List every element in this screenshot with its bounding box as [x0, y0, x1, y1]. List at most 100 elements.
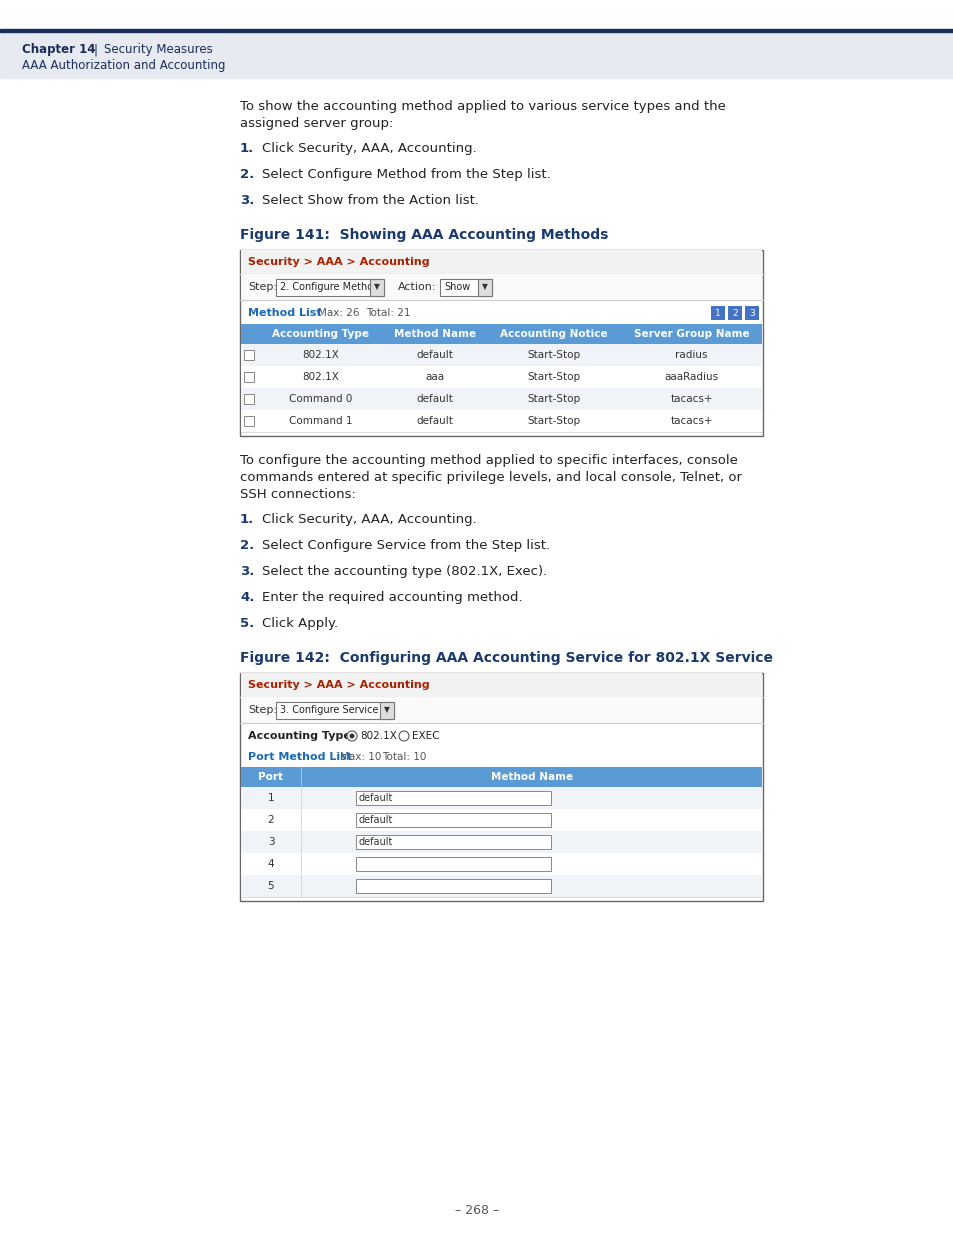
- Text: Step:: Step:: [248, 705, 276, 715]
- Bar: [0, 32, 953, 78]
- Text: assigned server group:: assigned server group:: [240, 117, 393, 130]
- Text: Method Name: Method Name: [491, 772, 573, 782]
- Text: default: default: [416, 350, 453, 359]
- Text: default: default: [358, 793, 393, 803]
- Text: Select Show from the Action list.: Select Show from the Action list.: [262, 194, 478, 207]
- Text: default: default: [358, 837, 393, 847]
- Text: 2: 2: [731, 309, 737, 317]
- Text: 3.: 3.: [240, 564, 254, 578]
- Text: ▼: ▼: [384, 705, 390, 715]
- Text: Total: 10: Total: 10: [381, 752, 426, 762]
- Text: 1: 1: [715, 309, 720, 317]
- Text: Start-Stop: Start-Stop: [527, 394, 580, 404]
- Text: Accounting Notice: Accounting Notice: [499, 329, 607, 338]
- Text: Accounting Type: Accounting Type: [273, 329, 369, 338]
- Text: 3.: 3.: [240, 194, 254, 207]
- Bar: [710, 306, 724, 320]
- Bar: [275, 279, 384, 295]
- Text: To show the accounting method applied to various service types and the: To show the accounting method applied to…: [240, 100, 725, 112]
- Text: default: default: [416, 394, 453, 404]
- Circle shape: [349, 734, 355, 739]
- Bar: [241, 809, 761, 831]
- Text: default: default: [416, 416, 453, 426]
- Bar: [241, 673, 761, 697]
- Text: Chapter 14: Chapter 14: [22, 43, 95, 57]
- Text: 5: 5: [268, 881, 274, 890]
- Text: 2: 2: [268, 815, 274, 825]
- Text: Select Configure Method from the Step list.: Select Configure Method from the Step li…: [262, 168, 550, 182]
- Bar: [244, 372, 253, 382]
- Text: Security > AAA > Accounting: Security > AAA > Accounting: [248, 680, 429, 690]
- Text: Figure 141:  Showing AAA Accounting Methods: Figure 141: Showing AAA Accounting Metho…: [240, 228, 608, 242]
- Bar: [241, 876, 761, 897]
- Text: Port Method List: Port Method List: [248, 752, 352, 762]
- Text: tacacs+: tacacs+: [670, 416, 712, 426]
- Bar: [355, 835, 551, 848]
- Bar: [241, 388, 761, 410]
- Text: EXEC: EXEC: [412, 731, 439, 741]
- Text: SSH connections:: SSH connections:: [240, 488, 355, 501]
- Text: 3: 3: [268, 837, 274, 847]
- Bar: [241, 697, 761, 722]
- Text: Show: Show: [443, 282, 470, 291]
- Text: 1.: 1.: [240, 142, 254, 156]
- Bar: [439, 279, 492, 295]
- Text: Step:: Step:: [248, 282, 276, 291]
- Text: Click Security, AAA, Accounting.: Click Security, AAA, Accounting.: [262, 513, 476, 526]
- Bar: [241, 366, 761, 388]
- Text: Start-Stop: Start-Stop: [527, 350, 580, 359]
- Text: Start-Stop: Start-Stop: [527, 416, 580, 426]
- Text: To configure the accounting method applied to specific interfaces, console: To configure the accounting method appli…: [240, 454, 737, 467]
- Bar: [241, 853, 761, 876]
- Text: – 268 –: – 268 –: [455, 1203, 498, 1216]
- Bar: [241, 274, 761, 300]
- Bar: [241, 249, 761, 274]
- Text: Max: 10: Max: 10: [339, 752, 381, 762]
- Bar: [727, 306, 741, 320]
- Text: ▼: ▼: [481, 283, 487, 291]
- Text: 3. Configure Service: 3. Configure Service: [280, 705, 378, 715]
- Bar: [370, 279, 384, 295]
- Text: Start-Stop: Start-Stop: [527, 372, 580, 382]
- Text: Action:: Action:: [397, 282, 436, 291]
- Text: Total: 21: Total: 21: [366, 308, 410, 317]
- Text: Port: Port: [258, 772, 283, 782]
- Bar: [379, 701, 394, 719]
- Text: Method List: Method List: [248, 308, 321, 317]
- Text: aaa: aaa: [425, 372, 444, 382]
- Text: 802.1X: 802.1X: [302, 350, 339, 359]
- Text: Accounting Type: Accounting Type: [248, 731, 351, 741]
- Text: Security > AAA > Accounting: Security > AAA > Accounting: [248, 257, 429, 267]
- Bar: [240, 249, 762, 436]
- Text: commands entered at specific privilege levels, and local console, Telnet, or: commands entered at specific privilege l…: [240, 471, 741, 484]
- Text: Select Configure Service from the Step list.: Select Configure Service from the Step l…: [262, 538, 550, 552]
- Bar: [355, 879, 551, 893]
- Bar: [275, 701, 394, 719]
- Text: default: default: [358, 815, 393, 825]
- Text: 1: 1: [268, 793, 274, 803]
- Bar: [244, 350, 253, 359]
- Text: 2. Configure Method: 2. Configure Method: [280, 282, 379, 291]
- Text: 4.: 4.: [240, 592, 254, 604]
- Text: Enter the required accounting method.: Enter the required accounting method.: [262, 592, 522, 604]
- Bar: [355, 790, 551, 805]
- Text: Method Name: Method Name: [394, 329, 476, 338]
- Text: Max: 26: Max: 26: [317, 308, 359, 317]
- Text: Figure 142:  Configuring AAA Accounting Service for 802.1X Service: Figure 142: Configuring AAA Accounting S…: [240, 651, 772, 664]
- Text: radius: radius: [675, 350, 707, 359]
- Text: Server Group Name: Server Group Name: [633, 329, 748, 338]
- Text: 802.1X: 802.1X: [359, 731, 396, 741]
- Text: Command 0: Command 0: [289, 394, 353, 404]
- Bar: [241, 767, 761, 787]
- Bar: [477, 279, 492, 295]
- Text: AAA Authorization and Accounting: AAA Authorization and Accounting: [22, 58, 225, 72]
- Bar: [241, 410, 761, 432]
- Bar: [355, 857, 551, 871]
- Bar: [0, 28, 953, 32]
- Bar: [244, 394, 253, 404]
- Text: 1.: 1.: [240, 513, 254, 526]
- Bar: [744, 306, 759, 320]
- Text: ▼: ▼: [374, 283, 379, 291]
- Bar: [241, 787, 761, 809]
- Text: aaaRadius: aaaRadius: [663, 372, 718, 382]
